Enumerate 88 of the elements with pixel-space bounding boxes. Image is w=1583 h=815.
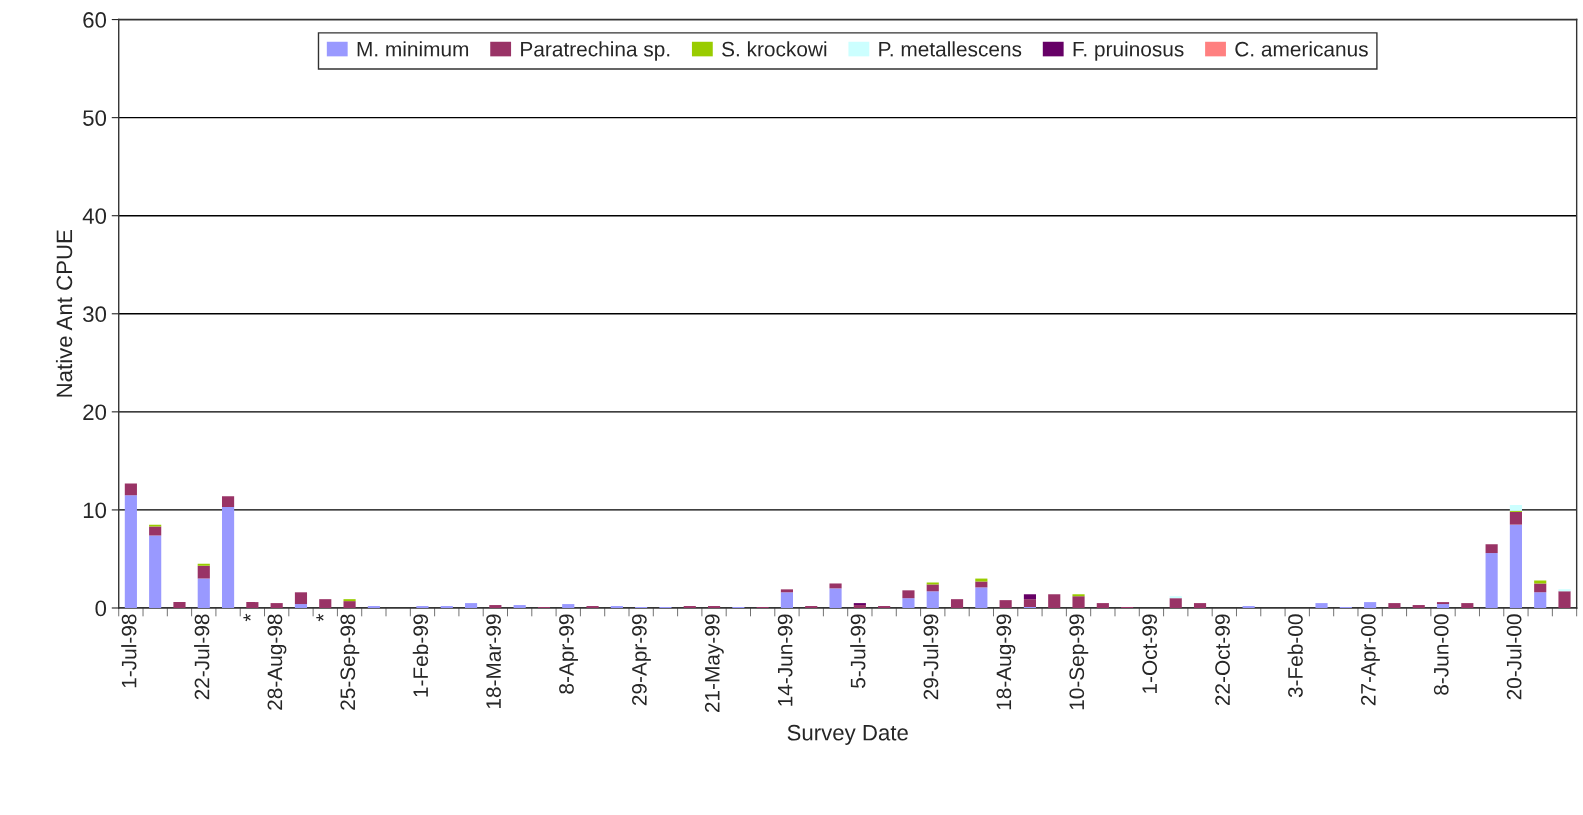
bar xyxy=(489,605,502,608)
bar xyxy=(124,483,137,496)
bar xyxy=(1023,599,1037,608)
x-tick-label: 14-Jun-99 xyxy=(777,614,793,706)
bar xyxy=(222,496,235,507)
x-tick-label: 1-Feb-99 xyxy=(412,614,429,697)
bar xyxy=(950,599,964,608)
x-tick-label: 8-Apr-99 xyxy=(559,614,578,694)
bar xyxy=(1072,596,1085,608)
bar xyxy=(902,590,915,599)
legend-label: P. metallescens xyxy=(879,41,1022,57)
bar xyxy=(1558,591,1571,608)
bar xyxy=(464,603,478,608)
bar xyxy=(124,495,137,608)
bar xyxy=(1485,544,1498,554)
bar xyxy=(1169,598,1182,608)
bar xyxy=(1509,511,1522,525)
x-tick-label: 27-Apr-00 xyxy=(1360,614,1380,706)
x-tick-label: 5-Jul-99 xyxy=(850,614,866,688)
bar xyxy=(1412,605,1425,608)
bar xyxy=(197,565,210,579)
x-tick-label: 1-Jul-98 xyxy=(121,614,137,688)
x-tick-label: * xyxy=(316,613,324,622)
bar xyxy=(197,578,210,608)
bar xyxy=(780,592,794,608)
bar xyxy=(975,578,988,582)
bar xyxy=(1388,603,1401,608)
x-tick-label: 10-Sep-99 xyxy=(1069,614,1089,710)
bar xyxy=(343,601,356,608)
x-tick-label: * xyxy=(243,613,251,622)
x-tick-label: 8-Jun-00 xyxy=(1433,614,1449,695)
y-tick-label: 20 xyxy=(83,404,107,421)
x-tick-label: 20-Jul-00 xyxy=(1506,614,1522,700)
bar xyxy=(246,602,259,608)
bar xyxy=(1096,603,1109,608)
bar xyxy=(1509,524,1522,608)
x-tick-label: 29-Apr-99 xyxy=(631,614,651,706)
bar xyxy=(1048,594,1061,608)
x-tick-label: 21-May-99 xyxy=(704,614,724,713)
x-tick-label: 22-Oct-99 xyxy=(1215,614,1230,706)
bar xyxy=(1461,603,1474,608)
x-tick-label: 28-Aug-98 xyxy=(267,614,287,710)
y-tick-label: 0 xyxy=(95,600,107,617)
bar xyxy=(1193,603,1207,608)
bar xyxy=(926,584,939,592)
bar xyxy=(902,598,915,608)
bar xyxy=(999,600,1012,608)
bar xyxy=(1485,553,1498,608)
x-tick-label: 22-Jul-98 xyxy=(194,614,210,700)
bar xyxy=(1509,505,1522,511)
y-tick-label: 60 xyxy=(83,12,107,28)
y-axis-title: Native Ant CPUE xyxy=(55,230,73,397)
x-tick-label: 1-Oct-99 xyxy=(1142,614,1158,693)
x-tick-label: 18-Aug-99 xyxy=(996,614,1016,710)
bar xyxy=(222,506,235,608)
bar xyxy=(149,526,162,536)
legend-label: S. krockowi xyxy=(722,41,827,57)
y-tick-label: 50 xyxy=(83,110,107,126)
x-tick-label: 29-Jul-99 xyxy=(923,614,939,700)
legend-label: C. americanus xyxy=(1235,41,1368,57)
bar xyxy=(319,599,332,608)
x-axis-title: Survey Date xyxy=(787,724,908,745)
bar xyxy=(829,583,842,589)
y-tick-label: 40 xyxy=(82,208,107,224)
legend-label: M. minimum xyxy=(357,41,469,57)
bar xyxy=(1534,583,1547,593)
bar xyxy=(1534,592,1547,608)
x-tick-label: 18-Mar-99 xyxy=(486,614,501,709)
x-tick-label: 3-Feb-00 xyxy=(1287,614,1303,698)
legend-label: Paratrechina sp. xyxy=(521,41,670,61)
bar xyxy=(513,605,526,608)
bar xyxy=(294,604,308,608)
bar xyxy=(780,589,794,593)
x-tick-label: 25-Sep-98 xyxy=(340,614,360,710)
y-tick-label: 30 xyxy=(83,306,107,323)
bar xyxy=(926,591,939,608)
bar xyxy=(173,602,186,608)
bar xyxy=(1023,594,1037,600)
y-tick-label: 10 xyxy=(83,502,107,519)
legend-label: F. pruinosus xyxy=(1073,41,1184,61)
bar xyxy=(270,603,283,608)
bar xyxy=(562,604,575,608)
bar xyxy=(1364,602,1377,608)
bar xyxy=(149,535,162,608)
bar xyxy=(1315,603,1328,608)
bar xyxy=(294,592,308,605)
bar xyxy=(975,587,988,608)
bar xyxy=(829,588,842,608)
